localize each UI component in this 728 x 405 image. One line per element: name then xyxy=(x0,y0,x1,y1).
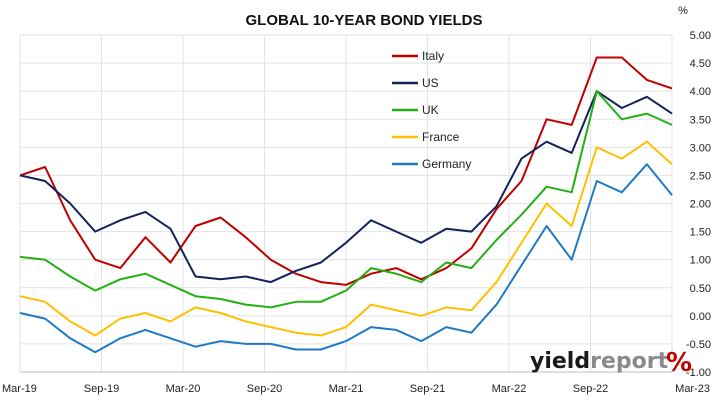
legend-item-germany: Germany xyxy=(392,157,471,171)
x-tick-label: Mar-23 xyxy=(675,383,710,395)
legend-label: France xyxy=(422,130,460,144)
y-tick-label: 5.00 xyxy=(690,30,711,42)
y-tick-label: 4.50 xyxy=(690,58,711,70)
logo-text-report: report xyxy=(590,349,668,374)
legend-item-italy: Italy xyxy=(392,49,444,63)
x-tick-label: Sep-21 xyxy=(410,383,445,395)
legend-item-france: France xyxy=(392,130,460,144)
y-axis-unit-label: % xyxy=(678,5,688,17)
y-tick-label: 2.50 xyxy=(690,170,711,182)
x-tick-label: Sep-19 xyxy=(84,383,119,395)
series-lines xyxy=(19,56,673,354)
y-tick-label: 0.50 xyxy=(690,283,711,295)
legend-label: UK xyxy=(422,103,439,117)
series-line-us xyxy=(19,90,673,284)
y-tick-label: 1.00 xyxy=(690,255,711,267)
series-line-germany xyxy=(19,163,673,354)
series-line-uk xyxy=(19,90,673,309)
legend-label: Italy xyxy=(422,49,444,63)
y-tick-label: 2.00 xyxy=(690,199,711,211)
x-tick-label: Mar-21 xyxy=(329,383,364,395)
y-tick-label: 3.50 xyxy=(690,114,711,126)
y-tick-label: 1.50 xyxy=(690,227,711,239)
y-tick-label: -1.00 xyxy=(686,367,711,379)
yieldreport-logo: yieldreport % xyxy=(530,348,692,378)
x-axis-ticks: Mar-19 Sep-19 Mar-20 Sep-20 Mar-21 Sep-21 Mar-… xyxy=(2,383,710,395)
series-line-france xyxy=(19,140,673,337)
legend-label: US xyxy=(422,76,439,90)
legend-item-us: US xyxy=(392,76,439,90)
logo-percent-mark: % xyxy=(666,348,692,378)
series-line-italy xyxy=(19,56,673,286)
y-tick-label: 3.00 xyxy=(690,142,711,154)
x-tick-label: Sep-22 xyxy=(573,383,608,395)
x-tick-label: Mar-19 xyxy=(2,383,37,395)
y-tick-label: -0.50 xyxy=(686,339,711,351)
x-tick-label: Sep-20 xyxy=(247,383,282,395)
x-tick-label: Mar-20 xyxy=(166,383,201,395)
x-tick-label: Mar-22 xyxy=(492,383,527,395)
y-tick-label: 0.00 xyxy=(690,311,711,323)
legend-label: Germany xyxy=(422,157,471,171)
chart-title: GLOBAL 10-YEAR BOND YIELDS xyxy=(246,12,483,29)
y-axis-ticks: 5.00 4.50 4.00 3.50 3.00 2.50 2.00 1.50 1.00 0.50… xyxy=(686,30,711,379)
svg-text:yieldreport: yieldreport xyxy=(530,349,669,374)
y-tick-label: 4.00 xyxy=(690,86,711,98)
legend: Italy US UK France Germany xyxy=(392,49,471,171)
legend-item-uk: UK xyxy=(392,103,439,117)
logo-text-yield: yield xyxy=(530,349,590,374)
